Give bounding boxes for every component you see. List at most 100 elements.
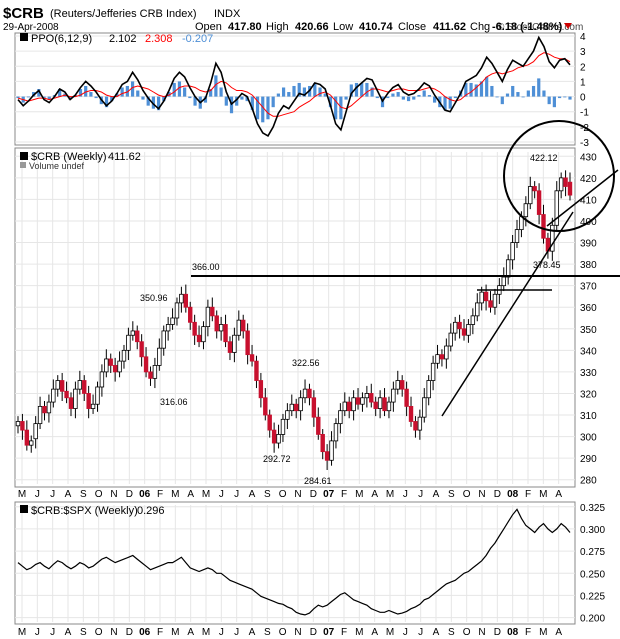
ppo-hist-bar-61 <box>334 96 338 120</box>
ppo-ytick-1: 3 <box>580 47 586 58</box>
candle-body-58 <box>271 429 277 444</box>
ppo-hist-bar-76 <box>412 96 416 100</box>
ppo-hist-bar-66 <box>360 82 364 97</box>
candle-body-36 <box>174 302 180 319</box>
candle-body-121 <box>550 224 555 252</box>
price-ytick-7: 360 <box>580 303 597 314</box>
candle-body-5 <box>37 405 43 425</box>
candle-body-30 <box>148 371 153 379</box>
ppo-hist-bar-23 <box>136 90 140 97</box>
ppo-hist-bar-95 <box>511 85 515 97</box>
annotation-322: 322.56 <box>292 358 320 368</box>
ratio-xtick-26: J <box>418 627 423 638</box>
price-xtick-28: S <box>448 489 455 500</box>
candle-body-83 <box>382 397 387 412</box>
candle-body-92 <box>422 397 427 418</box>
candle-body-77 <box>355 397 361 405</box>
candle-body-89 <box>408 405 414 422</box>
ppo-hist-bar-91 <box>490 85 494 97</box>
ratio-xtick-12: M <box>202 627 210 638</box>
candle-body-66 <box>307 388 312 399</box>
ratio-xtick-18: N <box>294 627 301 638</box>
ppo-hist-bar-99 <box>531 85 536 97</box>
candle-body-42 <box>201 326 206 343</box>
chg-value: -6.18 (-1.48%) <box>492 21 563 33</box>
ppo-hist-bar-62 <box>339 96 343 120</box>
price-ytick-14: 290 <box>580 454 597 465</box>
ppo-hist-bar-12 <box>78 89 83 97</box>
ppo-hist-bar-105 <box>563 96 567 98</box>
ppo-hist-bar-48 <box>266 96 270 120</box>
ppo-hist-bar-87 <box>469 82 473 97</box>
ppo-hist-bar-5 <box>42 96 46 99</box>
ppo-hist-bar-93 <box>500 96 504 105</box>
ppo-hist-bar-24 <box>141 96 145 100</box>
ppo-hist-bar-92 <box>495 96 499 98</box>
ppo-legend: PPO(6,12,9) 2.102 2.308 -0.207 <box>20 33 213 45</box>
ratio-xtick-2: J <box>50 627 55 638</box>
candle-body-6 <box>42 405 47 414</box>
candle-body-31 <box>152 365 158 379</box>
ratio-xtick-0: M <box>18 627 26 638</box>
candle-body-67 <box>311 397 317 418</box>
price-ytick-5: 380 <box>580 260 597 271</box>
candle-body-60 <box>280 418 286 435</box>
ppo-hist-bar-26 <box>151 96 155 109</box>
annotation-292: 292.72 <box>263 454 291 464</box>
candle-body-50 <box>236 319 241 336</box>
ppo-ytick-3: 1 <box>580 77 586 88</box>
candle-body-87 <box>399 380 405 390</box>
ratio-xtick-25: J <box>403 627 408 638</box>
trendline-2 <box>546 169 619 227</box>
ratio-xtick-3: A <box>65 627 72 638</box>
annotation-284: 284.61 <box>304 476 332 486</box>
price-xtick-15: A <box>249 489 256 500</box>
candle-body-19 <box>99 371 105 388</box>
ppo-hist-bar-73 <box>396 92 400 97</box>
price-legend-label: $CRB (Weekly) <box>31 151 107 163</box>
candle-body-34 <box>165 324 171 332</box>
price-ytick-9: 340 <box>580 346 597 357</box>
price-xtick-2: J <box>50 489 55 500</box>
ratio-xtick-5: O <box>95 627 103 638</box>
ppo-hist-bar-27 <box>157 96 161 111</box>
ratio-xtick-13: J <box>219 627 224 638</box>
price-xtick-5: O <box>95 489 103 500</box>
copyright: © StockCharts.com <box>497 22 583 33</box>
ppo-hist-bar-18 <box>110 96 114 102</box>
ppo-legend-signal: 2.308 <box>145 33 173 45</box>
price-xtick-10: M <box>171 489 179 500</box>
ppo-hist-bar-101 <box>542 90 546 97</box>
candle-body-13 <box>73 388 78 409</box>
candle-body-91 <box>417 416 423 431</box>
chg-label: Chg <box>470 21 490 33</box>
candle-body-0 <box>15 421 21 427</box>
candle-body-62 <box>289 403 294 412</box>
symbol-title: $CRB <box>3 5 44 22</box>
candle-body-79 <box>364 393 370 399</box>
ratio-xtick-20: 07 <box>323 627 335 638</box>
price-plot <box>15 170 573 470</box>
low-label: Low <box>333 21 353 33</box>
candle-body-73 <box>338 410 343 425</box>
candle-body-85 <box>391 388 396 403</box>
candle-body-53 <box>249 354 255 362</box>
ppo-hist-bar-46 <box>255 96 260 120</box>
annotation-350: 350.96 <box>140 293 168 303</box>
ratio-ytick-1: 0.300 <box>580 525 605 536</box>
ppo-plot <box>16 35 572 137</box>
trendline-1 <box>441 211 574 417</box>
ratio-xtick-29: O <box>463 627 471 638</box>
candle-body-35 <box>170 317 175 325</box>
candle-body-124 <box>563 177 568 187</box>
ppo-hist-bar-83 <box>448 96 452 109</box>
candle-body-108 <box>492 293 498 308</box>
ratio-xtick-21: F <box>341 627 347 638</box>
ppo-hist-bar-104 <box>557 96 562 99</box>
ratio-xtick-8: 06 <box>139 627 151 638</box>
ppo-hist-bar-88 <box>474 84 478 97</box>
price-ytick-13: 300 <box>580 433 597 444</box>
price-xtick-12: M <box>202 489 210 500</box>
annotation-378: 378.45 <box>533 260 561 270</box>
price-xtick-8: 06 <box>139 489 151 500</box>
